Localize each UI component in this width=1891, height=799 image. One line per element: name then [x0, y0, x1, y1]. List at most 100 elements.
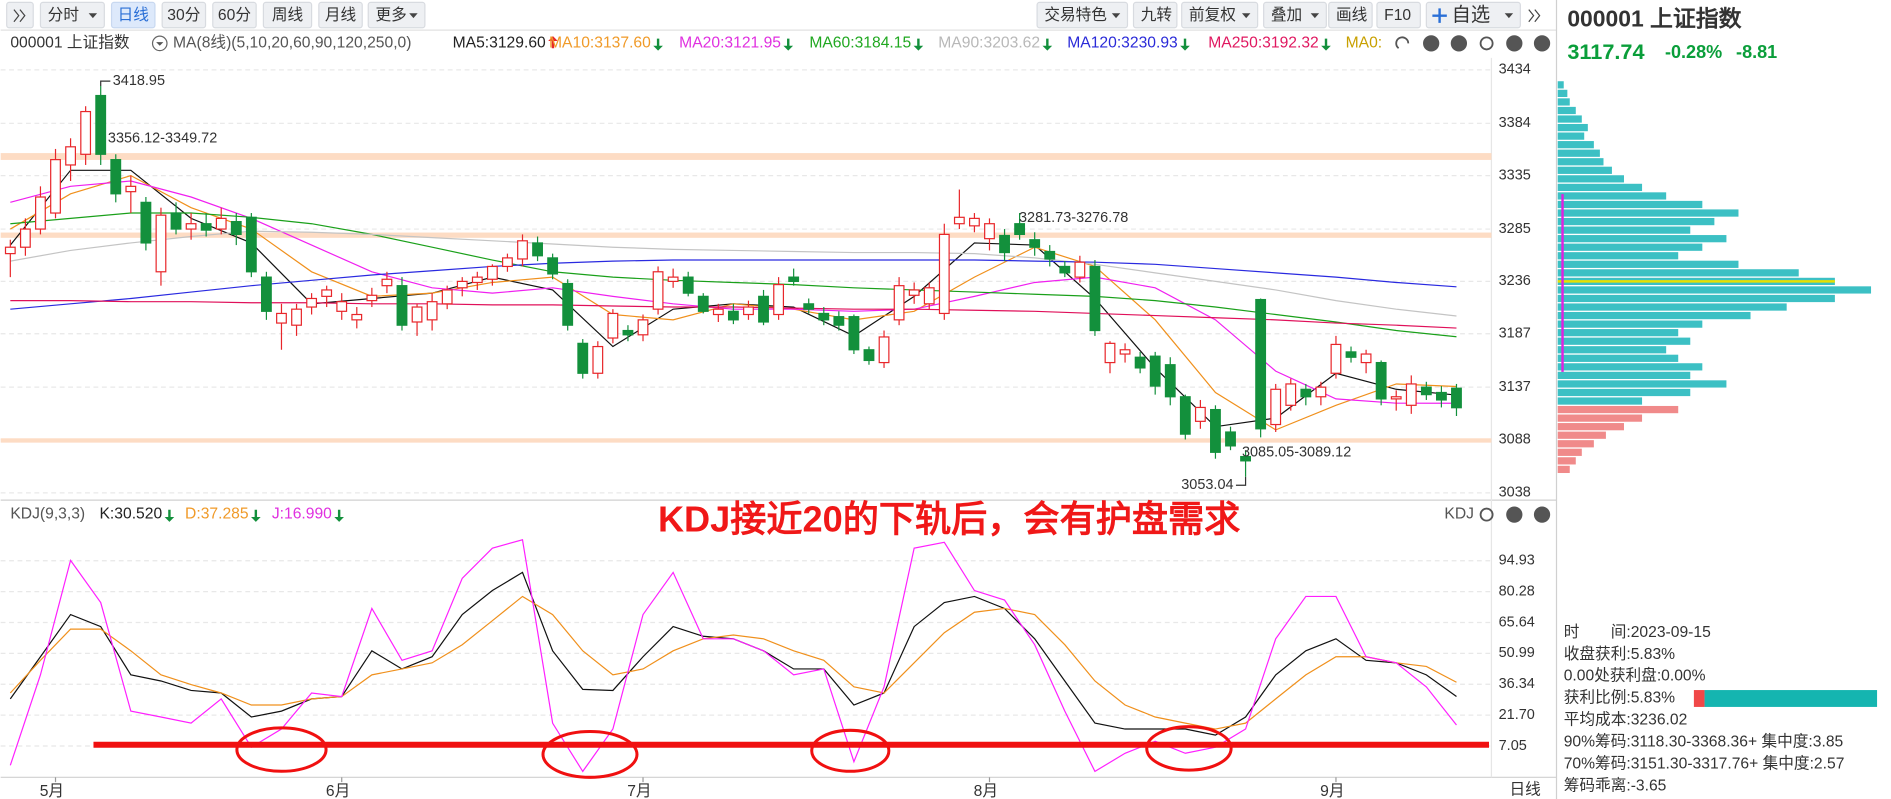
candle-body: [125, 185, 137, 193]
toolbar-button[interactable]: [212, 1, 257, 29]
chip-bar: [1557, 320, 1703, 328]
candle-body: [426, 301, 438, 321]
chip-bar: [1557, 431, 1606, 439]
ma-toggle[interactable]: [151, 35, 168, 52]
toolbar-label: 60分: [218, 6, 251, 24]
legend-entry: MA0:: [1346, 35, 1383, 52]
candle-body: [517, 240, 528, 260]
chip-bar: [1557, 405, 1679, 414]
candle-body: [1390, 396, 1402, 400]
candle-body: [230, 220, 242, 235]
y-tick-label: 21.70: [1499, 707, 1535, 723]
toolbar-label: F10: [1384, 7, 1411, 24]
candle-body: [908, 289, 920, 296]
chip-info: 90%筹码:3118.30-3368.36+ 集中度:3.85: [1564, 732, 1844, 750]
chip-bar: [1557, 294, 1835, 303]
toolbar-button[interactable]: [161, 1, 207, 29]
toolbar-button[interactable]: [110, 1, 156, 29]
candle-body: [1255, 298, 1267, 430]
price-level-band: [0, 232, 1492, 238]
toolbar-button[interactable]: [262, 1, 313, 29]
candle-body: [65, 146, 76, 166]
toolbar-button[interactable]: [1181, 1, 1259, 29]
candle-body: [19, 228, 31, 248]
candle-body: [1330, 343, 1342, 374]
toolbar-button[interactable]: [6, 1, 34, 29]
candle-body: [1225, 431, 1236, 447]
candle-body: [637, 319, 649, 336]
toolbar-button[interactable]: [1036, 1, 1129, 29]
candle-body: [351, 313, 363, 321]
kdj-title: KDJ(9,3,3): [10, 506, 85, 523]
candle-body: [306, 297, 318, 308]
candle-body: [682, 276, 694, 294]
chip-bar: [1557, 397, 1643, 405]
chip-info: 筹码乖离:-3.65: [1564, 776, 1667, 794]
chip-bar: [1557, 81, 1564, 89]
candle-body: [1240, 455, 1251, 462]
candle-body: [200, 223, 212, 231]
trend-arrow: [334, 509, 344, 522]
chip-bar: [1557, 98, 1570, 106]
help-icon[interactable]: [1506, 35, 1523, 52]
trend-arrow: [783, 38, 794, 51]
refresh-icon[interactable]: [1395, 36, 1410, 49]
candle-body: [652, 271, 664, 310]
toolbar-button[interactable]: [1263, 1, 1327, 29]
legend-entry: MA20:3121.95: [679, 35, 781, 52]
kdj-settings-icon[interactable]: [1479, 507, 1494, 522]
profit-ratio-bar: [1693, 690, 1705, 707]
toolbar-label: 交易特色: [1044, 6, 1107, 24]
toolbar-button[interactable]: [318, 1, 363, 29]
quote-name: 000001 上证指数: [1567, 6, 1741, 32]
candle-body: [185, 223, 197, 230]
candle-body: [110, 159, 122, 195]
dropdown-arrow: [1241, 13, 1251, 19]
trend-arrow: [548, 36, 558, 49]
chip-bar: [1557, 380, 1727, 388]
candle-body: [1149, 355, 1161, 387]
chip-bar: [1557, 346, 1667, 354]
toolbar-button[interactable]: [1376, 1, 1421, 29]
legend-entry: J:16.990: [272, 506, 332, 523]
candle-body: [863, 349, 875, 362]
toolbar-button[interactable]: [367, 1, 426, 29]
y-tick-label: 3137: [1499, 379, 1531, 395]
candle-body: [697, 295, 709, 312]
settings-icon[interactable]: [1479, 36, 1494, 51]
candle-body: [833, 316, 845, 326]
kdj-close-icon[interactable]: [1533, 506, 1551, 523]
chip-bar: [1557, 423, 1624, 431]
candle-body: [622, 329, 634, 336]
toolbar-button[interactable]: [39, 1, 105, 29]
candle-body: [245, 216, 257, 273]
candle-body: [366, 294, 378, 302]
chip-bar: [1557, 217, 1715, 226]
candle-body: [743, 306, 754, 316]
kdj-help-icon[interactable]: [1506, 506, 1523, 523]
toolbar-button[interactable]: [1425, 1, 1521, 29]
chip-info: 收盘获利:5.83%: [1564, 644, 1675, 663]
y-tick-label: 3335: [1499, 167, 1531, 183]
chip-bar: [1557, 337, 1691, 345]
remove-icon[interactable]: [1450, 35, 1468, 52]
candle-body: [878, 336, 890, 364]
toolbar-label: 分时: [48, 6, 80, 24]
add-icon[interactable]: [1423, 35, 1440, 52]
close-icon[interactable]: [1533, 35, 1551, 52]
dropdown-arrow: [1504, 13, 1514, 19]
dropdown-arrow: [1111, 13, 1121, 19]
chip-bar: [1557, 132, 1585, 140]
dropdown-arrow: [1310, 13, 1320, 19]
chip-bar: [1557, 303, 1787, 311]
price-level-band: [0, 153, 1492, 160]
highlight-circle: [235, 726, 328, 773]
toolbar-button[interactable]: [1328, 1, 1373, 29]
high-label: 3418.95: [113, 73, 165, 89]
chip-bar: [1557, 465, 1570, 474]
pointer: [100, 80, 111, 86]
chip-bar: [1557, 209, 1739, 217]
toolbar-button[interactable]: [1132, 1, 1178, 29]
chip-bar: [1557, 286, 1872, 294]
low-label: 3053.04: [1181, 477, 1233, 493]
